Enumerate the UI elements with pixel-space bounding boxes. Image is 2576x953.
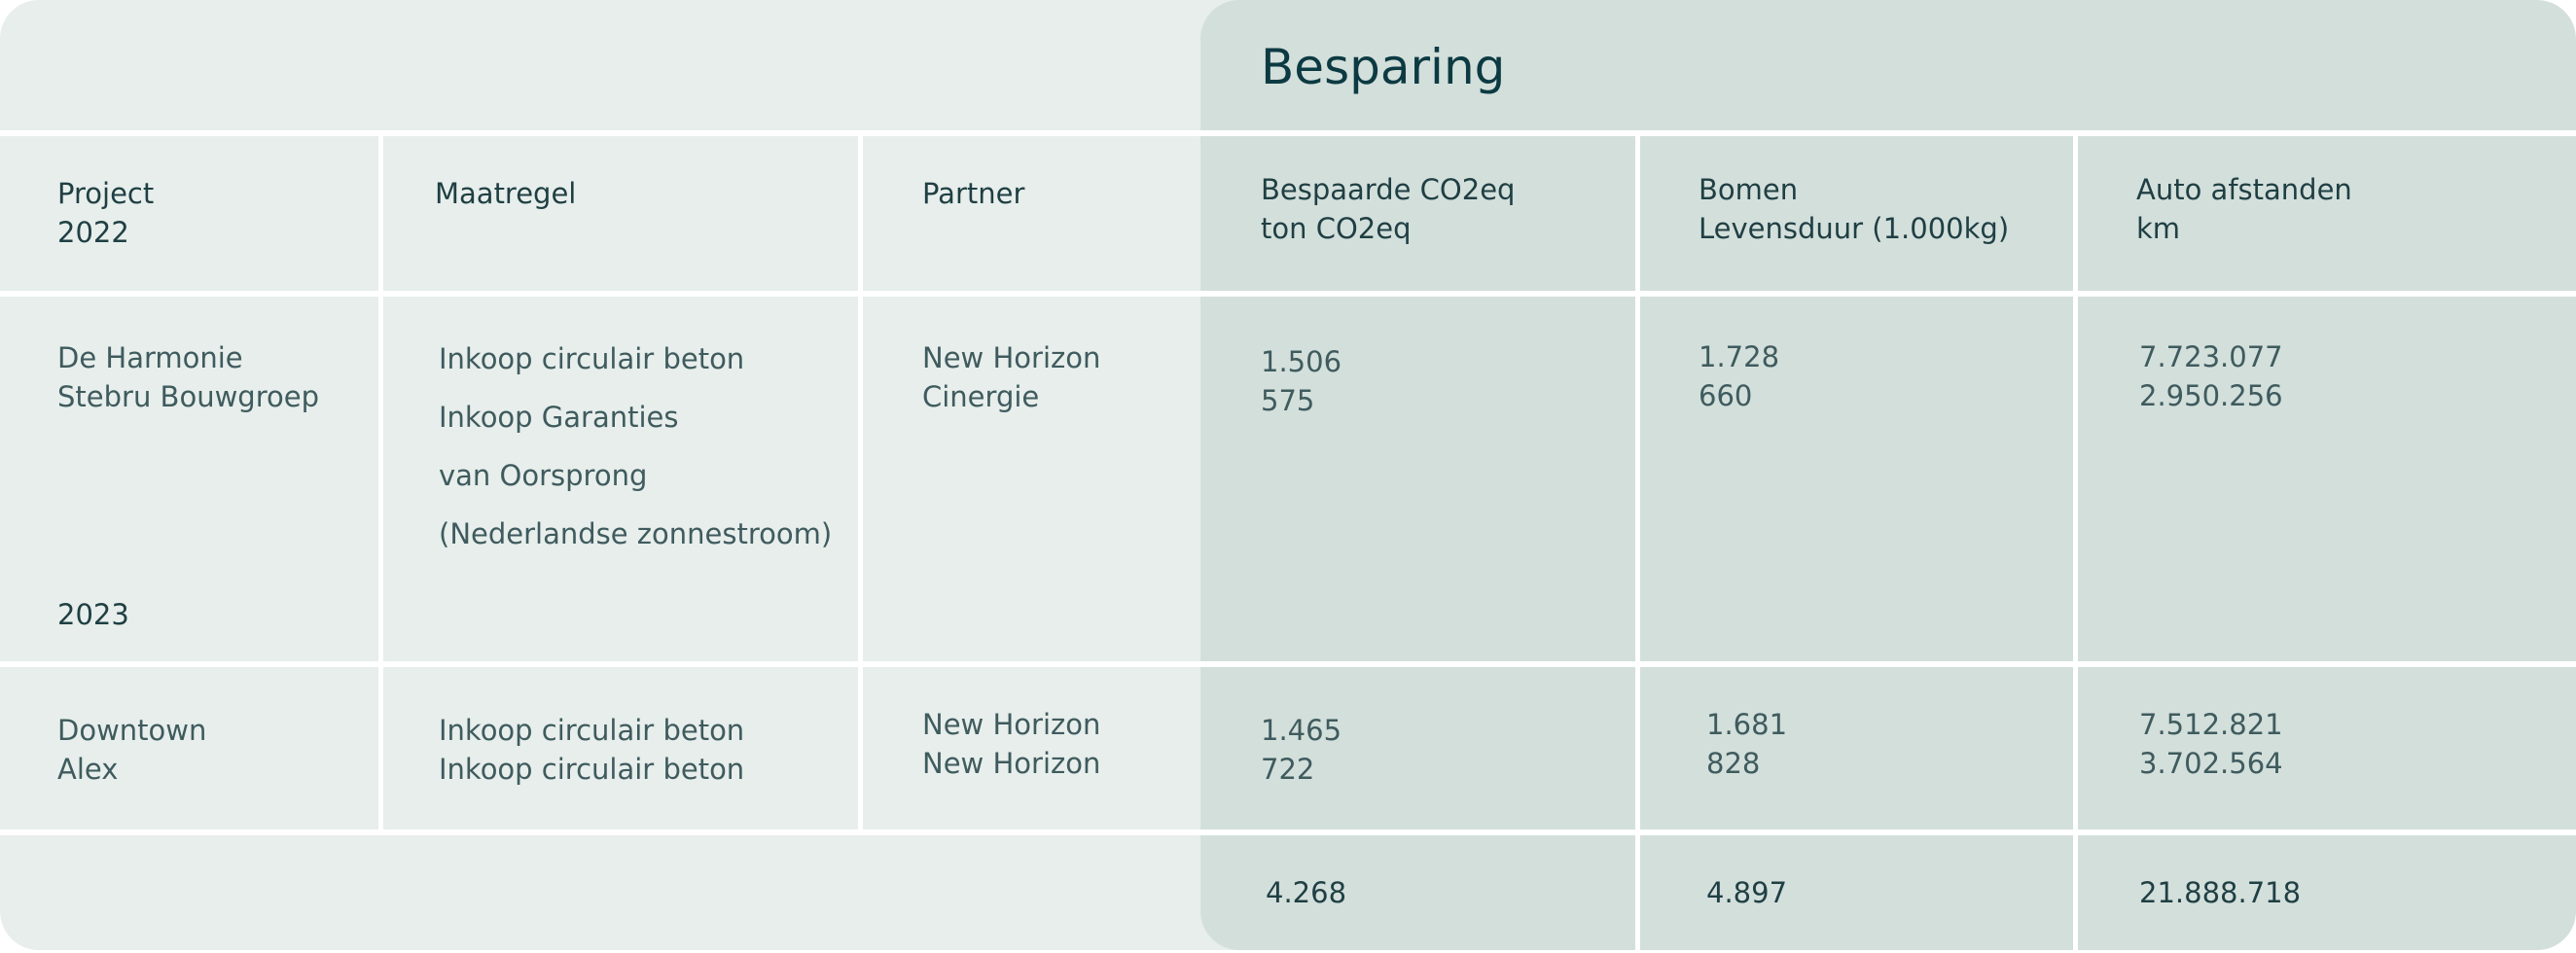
column-divider	[1635, 136, 1640, 950]
header-project-label: Project	[57, 177, 155, 210]
row1-co2: 1.506 575	[1261, 342, 1342, 420]
row2-project: Downtown Alex	[57, 711, 206, 789]
row2-partner-line: New Horizon	[922, 708, 1101, 741]
row2-auto-value: 3.702.564	[2139, 747, 2283, 780]
row1-partner-line: Cinergie	[922, 380, 1040, 413]
row1-bomen-value: 1.728	[1699, 340, 1780, 373]
section-title: Besparing	[1261, 39, 1506, 95]
row2-maatregel-line: Inkoop circulair beton	[439, 714, 745, 747]
row-divider	[0, 291, 2576, 297]
row1-auto-value: 2.950.256	[2139, 379, 2283, 412]
row2-maatregel-line: Inkoop circulair beton	[439, 753, 745, 786]
row1-co2-value: 1.506	[1261, 345, 1342, 378]
besparing-panel	[1200, 0, 2576, 950]
row1-co2-value: 575	[1261, 384, 1315, 417]
row1-auto: 7.723.077 2.950.256	[2139, 337, 2283, 415]
header-partner: Partner	[922, 177, 1025, 210]
row2-bomen-value: 828	[1706, 747, 1761, 780]
row2-auto: 7.512.821 3.702.564	[2139, 705, 2283, 783]
row2-co2-value: 1.465	[1261, 714, 1342, 747]
header-co2-label: Bespaarde CO2eq	[1261, 173, 1516, 206]
row2-auto-value: 7.512.821	[2139, 708, 2283, 741]
header-co2-unit: ton CO2eq	[1261, 212, 1412, 245]
year-label-2023: 2023	[57, 598, 129, 631]
row2-partner-line: New Horizon	[922, 747, 1101, 780]
header-bomen-label: Bomen	[1699, 173, 1799, 206]
row1-auto-value: 7.723.077	[2139, 340, 2283, 373]
header-auto: Auto afstanden km	[2136, 170, 2352, 248]
header-co2: Bespaarde CO2eq ton CO2eq	[1261, 170, 1515, 248]
row1-bomen: 1.728 660	[1699, 337, 1779, 415]
row2-co2-value: 722	[1261, 753, 1315, 786]
row2-partner: New Horizon New Horizon	[922, 705, 1100, 783]
row1-project-company: Stebru Bouwgroep	[57, 380, 319, 413]
row1-maatregel: Inkoop circulair beton Inkoop Garanties …	[439, 330, 832, 563]
header-auto-unit: km	[2136, 212, 2181, 245]
row2-project-company: Alex	[57, 753, 119, 786]
column-divider	[858, 136, 863, 829]
total-auto: 21.888.718	[2139, 876, 2302, 909]
column-divider	[378, 136, 383, 829]
row1-maatregel-line: Inkoop circulair beton	[439, 342, 745, 375]
row1-maatregel-line: Inkoop Garanties	[439, 401, 679, 434]
total-bomen: 4.897	[1706, 876, 1788, 909]
header-project: Project 2022	[57, 174, 154, 252]
row1-partner-line: New Horizon	[922, 341, 1101, 374]
row1-maatregel-line: (Nederlandse zonnestroom)	[439, 517, 833, 550]
row2-project-name: Downtown	[57, 714, 207, 747]
header-project-year: 2022	[57, 216, 129, 249]
row-divider	[0, 130, 2576, 136]
row-divider	[0, 661, 2576, 667]
row1-bomen-value: 660	[1699, 379, 1753, 412]
row1-project-name: De Harmonie	[57, 341, 243, 374]
row-divider	[0, 829, 2576, 835]
row1-project: De Harmonie Stebru Bouwgroep	[57, 338, 319, 416]
column-divider	[2073, 136, 2078, 950]
header-maatregel: Maatregel	[435, 177, 577, 210]
row1-maatregel-line: van Oorsprong	[439, 459, 648, 492]
header-bomen: Bomen Levensduur (1.000kg)	[1699, 170, 2009, 248]
row2-bomen-value: 1.681	[1706, 708, 1788, 741]
header-auto-label: Auto afstanden	[2136, 173, 2352, 206]
row2-maatregel: Inkoop circulair beton Inkoop circulair …	[439, 711, 744, 789]
row2-bomen: 1.681 828	[1706, 705, 1787, 783]
total-co2: 4.268	[1266, 876, 1347, 909]
row1-partner: New Horizon Cinergie	[922, 338, 1100, 416]
header-bomen-unit: Levensduur (1.000kg)	[1699, 212, 2010, 245]
row2-co2: 1.465 722	[1261, 711, 1342, 789]
